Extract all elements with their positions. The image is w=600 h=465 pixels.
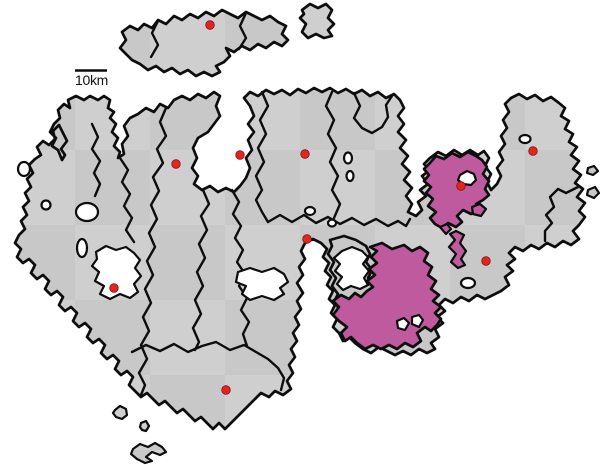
lake bbox=[395, 316, 411, 332]
lake bbox=[459, 276, 477, 290]
district-border bbox=[237, 11, 248, 51]
district-border bbox=[191, 188, 211, 352]
district-border bbox=[543, 185, 580, 243]
lake bbox=[410, 313, 425, 329]
lake bbox=[518, 133, 532, 145]
district-border bbox=[324, 90, 342, 220]
region-north-island[interactable] bbox=[118, 8, 290, 78]
region-islet[interactable] bbox=[585, 164, 600, 177]
lake bbox=[342, 151, 354, 165]
region-islet[interactable] bbox=[138, 419, 151, 433]
map-marker[interactable] bbox=[235, 150, 245, 160]
lake bbox=[303, 205, 317, 217]
district-border bbox=[118, 156, 136, 244]
map-marker[interactable] bbox=[221, 385, 231, 395]
lake bbox=[40, 199, 52, 211]
district-border bbox=[149, 19, 160, 59]
region-highlight-patch[interactable] bbox=[470, 202, 488, 218]
map-marker[interactable] bbox=[109, 283, 119, 293]
region-highlight-patch[interactable] bbox=[447, 229, 468, 270]
lake bbox=[75, 237, 89, 259]
city-markers[interactable] bbox=[109, 20, 538, 395]
district-border bbox=[254, 90, 270, 224]
region-islet[interactable] bbox=[129, 441, 168, 465]
district-border bbox=[90, 122, 102, 198]
lake bbox=[345, 169, 355, 183]
map-marker[interactable] bbox=[481, 256, 491, 266]
map-marker[interactable] bbox=[456, 181, 466, 191]
district-border bbox=[137, 106, 168, 397]
lake bbox=[326, 218, 338, 228]
lake bbox=[16, 160, 32, 178]
map-marker[interactable] bbox=[302, 234, 312, 244]
region-islet[interactable] bbox=[111, 404, 129, 421]
scale-bar-label: 10km bbox=[75, 72, 108, 88]
district-border bbox=[130, 340, 286, 392]
district-border bbox=[230, 188, 251, 348]
region-north-east-islet[interactable] bbox=[298, 2, 336, 40]
lake bbox=[456, 169, 478, 187]
region-highlight-patch[interactable] bbox=[438, 222, 453, 236]
lake bbox=[332, 245, 371, 292]
lake bbox=[90, 244, 143, 301]
region-islet[interactable] bbox=[585, 185, 600, 200]
map-marker[interactable] bbox=[205, 20, 215, 30]
district-border bbox=[352, 91, 394, 135]
lake bbox=[74, 201, 100, 223]
map-marker[interactable] bbox=[171, 159, 181, 169]
lake bbox=[234, 266, 290, 302]
district-border bbox=[266, 213, 412, 228]
map-marker[interactable] bbox=[300, 149, 310, 159]
scale-bar: 10km bbox=[75, 69, 108, 88]
map-marker[interactable] bbox=[528, 146, 538, 156]
